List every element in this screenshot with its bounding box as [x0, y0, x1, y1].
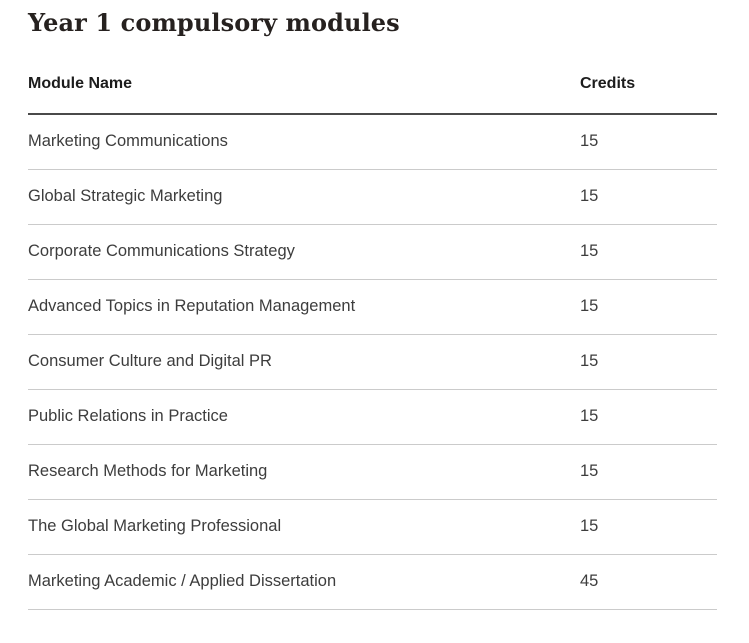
- module-name-cell: Advanced Topics in Reputation Management: [28, 279, 580, 335]
- credits-cell: 15: [580, 499, 717, 555]
- table-row: Corporate Communications Strategy 15: [28, 224, 717, 280]
- module-name-cell: Corporate Communications Strategy: [28, 224, 580, 280]
- table-row: Public Relations in Practice 15: [28, 389, 717, 445]
- module-name-cell: Global Strategic Marketing: [28, 169, 580, 225]
- table-row: Advanced Topics in Reputation Management…: [28, 279, 717, 335]
- module-name-cell: Public Relations in Practice: [28, 389, 580, 445]
- module-name-cell: Consumer Culture and Digital PR: [28, 334, 580, 390]
- credits-cell: 45: [580, 554, 717, 610]
- credits-cell: 15: [580, 334, 717, 390]
- module-name-cell: The Global Marketing Professional: [28, 499, 580, 555]
- credits-cell: 15: [580, 224, 717, 280]
- credits-cell: 15: [580, 279, 717, 335]
- column-header-module-name: Module Name: [28, 75, 580, 115]
- table-row: Global Strategic Marketing 15: [28, 169, 717, 225]
- module-name-cell: Marketing Communications: [28, 114, 580, 170]
- module-name-cell: Marketing Academic / Applied Dissertatio…: [28, 554, 580, 610]
- table-row: Consumer Culture and Digital PR 15: [28, 334, 717, 390]
- table-header-row: Module Name Credits: [28, 75, 717, 115]
- table-body: Marketing Communications 15 Global Strateg…: [28, 114, 717, 610]
- page-title: Year 1 compulsory modules: [28, 8, 400, 37]
- page: Year 1 compulsory modules Module Name Cr…: [28, 8, 717, 610]
- credits-cell: 15: [580, 169, 717, 225]
- table-row: Marketing Communications 15: [28, 114, 717, 170]
- credits-cell: 15: [580, 114, 717, 170]
- table-row: The Global Marketing Professional 15: [28, 499, 717, 555]
- credits-cell: 15: [580, 444, 717, 500]
- table-row: Research Methods for Marketing 15: [28, 444, 717, 500]
- modules-table: Module Name Credits Marketing Communicat…: [28, 75, 717, 610]
- table-row: Marketing Academic / Applied Dissertatio…: [28, 554, 717, 610]
- credits-cell: 15: [580, 389, 717, 445]
- table-head: Module Name Credits: [28, 75, 717, 115]
- column-header-credits: Credits: [580, 75, 717, 115]
- module-name-cell: Research Methods for Marketing: [28, 444, 580, 500]
